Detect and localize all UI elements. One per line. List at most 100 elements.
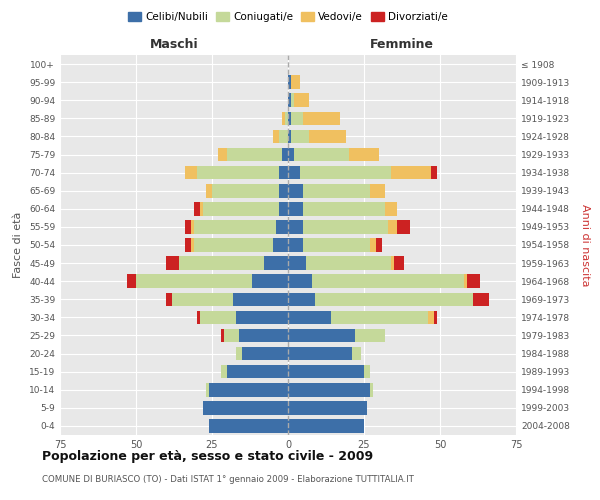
Bar — [194, 220, 276, 234]
Bar — [288, 292, 316, 306]
Bar — [209, 419, 288, 432]
Bar — [294, 148, 349, 162]
Bar — [303, 220, 388, 234]
Text: Popolazione per età, sesso e stato civile - 2009: Popolazione per età, sesso e stato civil… — [42, 450, 373, 463]
Bar — [288, 256, 306, 270]
Bar — [294, 94, 309, 107]
Bar — [221, 365, 227, 378]
Bar — [467, 274, 479, 288]
Bar — [288, 112, 291, 125]
Bar — [251, 274, 288, 288]
Y-axis label: Anni di nascita: Anni di nascita — [580, 204, 590, 286]
Bar — [179, 256, 263, 270]
Bar — [288, 347, 352, 360]
Bar — [370, 238, 376, 252]
Bar — [279, 166, 288, 179]
Bar — [200, 310, 236, 324]
Bar — [200, 202, 203, 215]
Bar — [394, 256, 404, 270]
Bar — [242, 347, 288, 360]
Bar — [291, 130, 309, 143]
Bar — [221, 328, 224, 342]
Text: COMUNE DI BURIASCO (TO) - Dati ISTAT 1° gennaio 2009 - Elaborazione TUTTITALIA.I: COMUNE DI BURIASCO (TO) - Dati ISTAT 1° … — [42, 475, 414, 484]
Bar — [288, 202, 303, 215]
Legend: Celibi/Nubili, Coniugati/e, Vedovi/e, Divorziati/e: Celibi/Nubili, Coniugati/e, Vedovi/e, Di… — [124, 8, 452, 26]
Bar — [212, 184, 279, 198]
Bar — [233, 292, 288, 306]
Bar — [224, 328, 239, 342]
Bar — [309, 130, 346, 143]
Bar — [370, 184, 385, 198]
Bar — [288, 184, 303, 198]
Text: Femmine: Femmine — [370, 38, 434, 52]
Bar — [185, 238, 191, 252]
Bar — [288, 419, 364, 432]
Bar — [236, 310, 288, 324]
Bar — [370, 383, 373, 396]
Bar — [203, 202, 279, 215]
Bar — [288, 238, 303, 252]
Bar — [206, 383, 209, 396]
Bar — [434, 310, 437, 324]
Bar — [364, 365, 370, 378]
Bar — [279, 130, 288, 143]
Bar — [285, 112, 288, 125]
Bar — [391, 166, 431, 179]
Bar — [349, 148, 379, 162]
Bar — [191, 238, 194, 252]
Bar — [473, 292, 488, 306]
Bar — [203, 401, 288, 414]
Bar — [206, 184, 212, 198]
Bar — [194, 238, 273, 252]
Bar — [218, 148, 227, 162]
Bar — [288, 274, 313, 288]
Bar — [236, 347, 242, 360]
Bar — [388, 220, 397, 234]
Bar — [209, 383, 288, 396]
Bar — [288, 365, 364, 378]
Bar — [166, 256, 179, 270]
Bar — [227, 365, 288, 378]
Bar — [385, 202, 397, 215]
Bar — [288, 166, 300, 179]
Bar — [172, 292, 233, 306]
Bar — [303, 238, 370, 252]
Bar — [464, 274, 467, 288]
Bar — [282, 112, 285, 125]
Bar — [313, 274, 464, 288]
Bar — [288, 220, 303, 234]
Bar — [166, 292, 172, 306]
Text: Maschi: Maschi — [149, 38, 199, 52]
Bar — [397, 220, 410, 234]
Bar — [331, 310, 428, 324]
Bar — [303, 202, 385, 215]
Bar — [279, 184, 288, 198]
Bar — [428, 310, 434, 324]
Bar — [273, 238, 288, 252]
Bar — [291, 76, 300, 89]
Bar — [282, 148, 288, 162]
Bar — [273, 130, 279, 143]
Bar — [316, 292, 473, 306]
Bar — [227, 148, 282, 162]
Bar — [288, 148, 294, 162]
Bar — [288, 328, 355, 342]
Bar — [191, 220, 194, 234]
Y-axis label: Fasce di età: Fasce di età — [13, 212, 23, 278]
Bar — [288, 383, 370, 396]
Bar — [127, 274, 136, 288]
Bar — [288, 401, 367, 414]
Bar — [185, 166, 197, 179]
Bar — [391, 256, 394, 270]
Bar — [288, 130, 291, 143]
Bar — [239, 328, 288, 342]
Bar — [291, 94, 294, 107]
Bar — [279, 202, 288, 215]
Bar — [300, 166, 391, 179]
Bar — [288, 310, 331, 324]
Bar — [306, 256, 391, 270]
Bar — [185, 220, 191, 234]
Bar — [194, 202, 200, 215]
Bar — [136, 274, 251, 288]
Bar — [291, 112, 303, 125]
